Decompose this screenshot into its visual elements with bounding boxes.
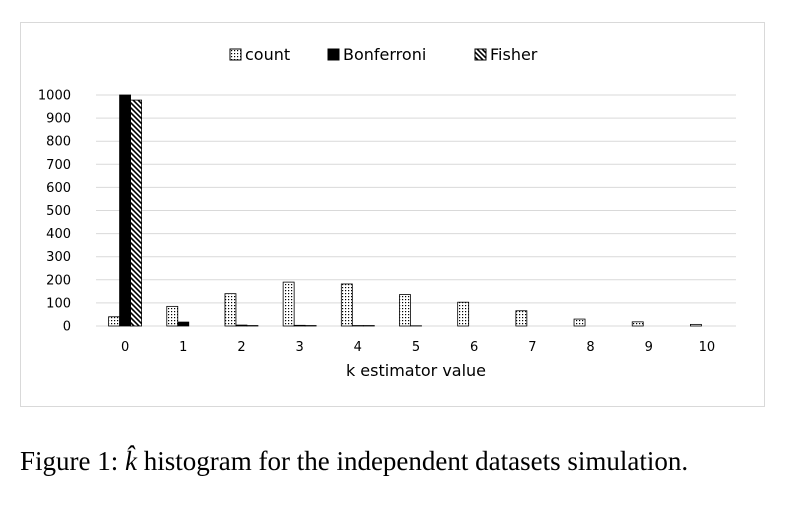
legend: count Bonferroni Fisher xyxy=(229,45,538,64)
caption-symbol: k̂ xyxy=(125,446,137,476)
y-tick-label: 300 xyxy=(46,250,71,265)
legend-label-count: count xyxy=(245,45,290,64)
bar-count-8 xyxy=(573,318,586,327)
bar-count-1 xyxy=(166,305,179,327)
bar-chart: 0 100 200 300 400 500 600 700 800 900 1000 0 1 2 3 4 5 6… xyxy=(38,45,736,380)
y-tick-label: 1000 xyxy=(38,89,71,104)
x-tick-label: 9 xyxy=(645,340,653,355)
y-tick-label: 800 xyxy=(46,135,71,150)
bar-bonferroni-1 xyxy=(177,321,190,327)
x-tick-label: 5 xyxy=(412,340,420,355)
bars xyxy=(108,94,702,327)
x-tick-label: 8 xyxy=(586,340,594,355)
bar-count-6 xyxy=(457,301,470,327)
bar-count-2 xyxy=(224,293,237,327)
x-axis-title: k estimator value xyxy=(346,361,486,380)
y-tick-label: 500 xyxy=(46,204,71,219)
bar-bonferroni-2 xyxy=(235,324,248,327)
x-tick-label: 0 xyxy=(121,340,129,355)
x-axis-ticks: 0 1 2 3 4 5 6 7 8 9 10 xyxy=(121,340,715,355)
legend-swatch-count xyxy=(229,48,242,61)
bar-count-4 xyxy=(340,283,353,327)
x-tick-label: 10 xyxy=(699,340,716,355)
y-tick-label: 200 xyxy=(46,273,71,288)
x-tick-label: 7 xyxy=(528,340,536,355)
y-axis-ticks: 0 100 200 300 400 500 600 700 800 900 1000 xyxy=(38,89,71,335)
x-tick-label: 1 xyxy=(179,340,187,355)
legend-label-fisher: Fisher xyxy=(490,45,538,64)
y-tick-label: 100 xyxy=(46,296,71,311)
legend-swatch-bonferroni xyxy=(327,48,340,61)
bar-count-3 xyxy=(282,281,295,327)
x-tick-label: 6 xyxy=(470,340,478,355)
x-tick-label: 4 xyxy=(354,340,362,355)
x-tick-label: 2 xyxy=(237,340,245,355)
bar-bonferroni-3 xyxy=(293,324,306,327)
grid-lines xyxy=(96,94,736,327)
y-tick-label: 700 xyxy=(46,158,71,173)
legend-label-bonferroni: Bonferroni xyxy=(343,45,426,64)
figure-caption: Figure 1: k̂ histogram for the independe… xyxy=(20,443,770,479)
y-tick-label: 0 xyxy=(63,320,71,335)
legend-swatch-fisher xyxy=(474,48,487,61)
bar-count-0 xyxy=(108,316,120,327)
caption-prefix: Figure 1: xyxy=(20,446,125,476)
bar-count-10 xyxy=(690,323,702,327)
caption-text: histogram for the independent datasets s… xyxy=(136,446,689,476)
bar-bonferroni-0 xyxy=(119,94,131,327)
bar-fisher-0 xyxy=(130,99,142,327)
x-tick-label: 3 xyxy=(295,340,303,355)
y-tick-label: 400 xyxy=(46,227,71,242)
y-tick-label: 600 xyxy=(46,181,71,196)
y-tick-label: 900 xyxy=(46,112,71,127)
bar-count-7 xyxy=(515,310,528,327)
chart-frame: 0 100 200 300 400 500 600 700 800 900 1000 0 1 2 3 4 5 6… xyxy=(20,22,765,407)
bar-count-9 xyxy=(631,321,644,327)
bar-count-5 xyxy=(399,294,411,327)
